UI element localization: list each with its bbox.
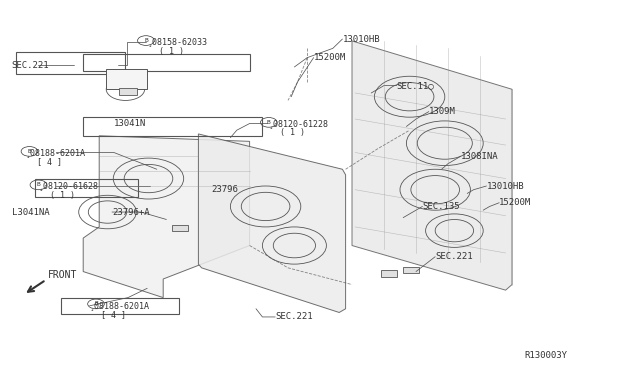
FancyBboxPatch shape — [106, 69, 147, 89]
Text: [ 4 ]: [ 4 ] — [101, 311, 126, 320]
Text: ( 1 ): ( 1 ) — [50, 191, 75, 200]
Text: 13041N: 13041N — [114, 119, 146, 128]
Text: B: B — [94, 301, 98, 307]
Text: [ 4 ]: [ 4 ] — [37, 157, 62, 166]
Bar — [381, 270, 397, 277]
Text: 15200M: 15200M — [499, 198, 531, 207]
Text: ¸08188-6201A: ¸08188-6201A — [26, 148, 86, 157]
PathPatch shape — [83, 136, 250, 298]
Bar — [83, 54, 250, 71]
PathPatch shape — [352, 41, 512, 290]
Bar — [172, 225, 188, 231]
Text: L3041NA: L3041NA — [12, 208, 49, 217]
Text: SEC.221: SEC.221 — [12, 61, 49, 70]
Text: ( 1 ): ( 1 ) — [280, 128, 305, 137]
Text: ¸08120-61628: ¸08120-61628 — [38, 182, 99, 190]
Text: ¸08158-62033: ¸08158-62033 — [147, 37, 207, 46]
Bar — [35, 179, 138, 197]
Text: SEC.221: SEC.221 — [275, 312, 313, 321]
Text: 23796: 23796 — [211, 185, 238, 194]
Text: 13010HB: 13010HB — [342, 35, 380, 44]
Text: 23796+A: 23796+A — [112, 208, 150, 217]
Text: 15200M: 15200M — [314, 53, 346, 62]
Bar — [119, 88, 137, 95]
Text: 13010HB: 13010HB — [486, 182, 524, 190]
Bar — [403, 267, 419, 273]
PathPatch shape — [198, 134, 346, 312]
Text: B: B — [36, 182, 40, 187]
Bar — [61, 298, 179, 314]
Text: SEC.221: SEC.221 — [435, 252, 473, 261]
Text: ¸08120-61228: ¸08120-61228 — [269, 119, 329, 128]
Text: B: B — [267, 120, 271, 125]
Text: B: B — [28, 149, 31, 154]
Text: ( 1 ): ( 1 ) — [159, 47, 184, 56]
Text: 1308INA: 1308INA — [461, 152, 499, 161]
Text: SEC.135: SEC.135 — [422, 202, 460, 211]
Text: B: B — [144, 38, 148, 43]
Text: SEC.11◯: SEC.11◯ — [397, 81, 435, 90]
Text: 1309M: 1309M — [429, 107, 456, 116]
Text: R130003Y: R130003Y — [525, 351, 568, 360]
Bar — [83, 117, 262, 136]
Text: ¸08188-6201A: ¸08188-6201A — [90, 301, 150, 310]
Text: FRONT: FRONT — [48, 270, 77, 280]
